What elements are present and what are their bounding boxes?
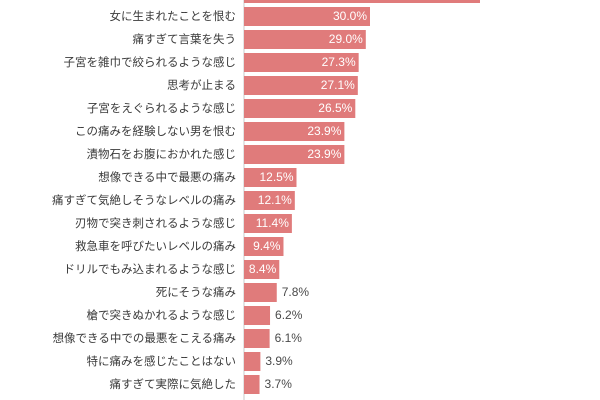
bar [244,7,370,26]
value-label: 27.3% [322,55,356,69]
value-label: 29.0% [329,32,363,46]
category-label: 救急車を呼びたいレベルの痛み [75,239,236,253]
value-label: 12.1% [258,193,292,207]
category-label: この痛みを経験しない男を恨む [75,124,236,138]
bar [244,168,297,187]
category-label: 痛すぎて実際に気絶した [110,377,237,391]
value-label: 6.1% [275,331,303,345]
bar [244,214,292,233]
bar [244,375,260,394]
category-label: 死にそうな痛み [156,285,236,299]
value-label: 7.8% [282,285,310,299]
category-label: 槍で突きぬかれるような感じ [87,308,237,322]
bar [244,329,270,348]
category-label: 子宮を雑巾で絞られるような感じ [64,55,237,69]
bar [244,53,359,72]
category-label: 痛すぎて気絶しそうなレベルの痛み [52,193,236,207]
category-label: 思考が止まる [167,78,236,92]
category-label: 刃物で突き刺されるような感じ [75,216,236,230]
value-label: 12.5% [259,170,293,184]
value-label: 8.4% [249,262,277,276]
category-label: 特に痛みを感じたことはない [87,354,237,368]
value-label: 3.7% [265,377,293,391]
bar [244,237,284,256]
value-label: 23.9% [307,147,341,161]
value-label: 11.4% [256,216,289,230]
partial-top-bar [244,0,480,3]
category-label: ドリルでもみ込まれるような感じ [64,262,237,276]
value-label: 30.0% [333,9,367,23]
bar [244,260,280,279]
bar [244,145,345,164]
value-label: 3.9% [265,354,293,368]
category-label: 想像できる中での最悪をこえる痛み [53,331,236,345]
value-label: 6.2% [275,308,303,322]
bar [244,352,261,371]
value-label: 9.4% [253,239,281,253]
category-label: 女に生まれたことを恨む [110,9,237,23]
value-label: 23.9% [307,124,341,138]
bar [244,283,277,302]
bar [244,191,295,210]
bar [244,306,271,325]
value-label: 27.1% [321,78,355,92]
bar-cropped [244,0,480,3]
bar [244,122,345,141]
category-label: 子宮をえぐられるような感じ [87,101,236,115]
value-label: 26.5% [318,101,352,115]
category-label: 漬物石をお腹におかれた感じ [87,147,237,161]
bar-group: 女に生まれたことを恨む 30.0% 痛すぎて言葉を失う 29.0% 子宮を雑巾で絞られる… [52,7,370,394]
bar [244,76,358,95]
bar [244,30,366,49]
bar [244,99,356,118]
category-label: 想像できる中で最悪の痛み [98,170,236,184]
category-label: 痛すぎて言葉を失う [133,32,237,46]
